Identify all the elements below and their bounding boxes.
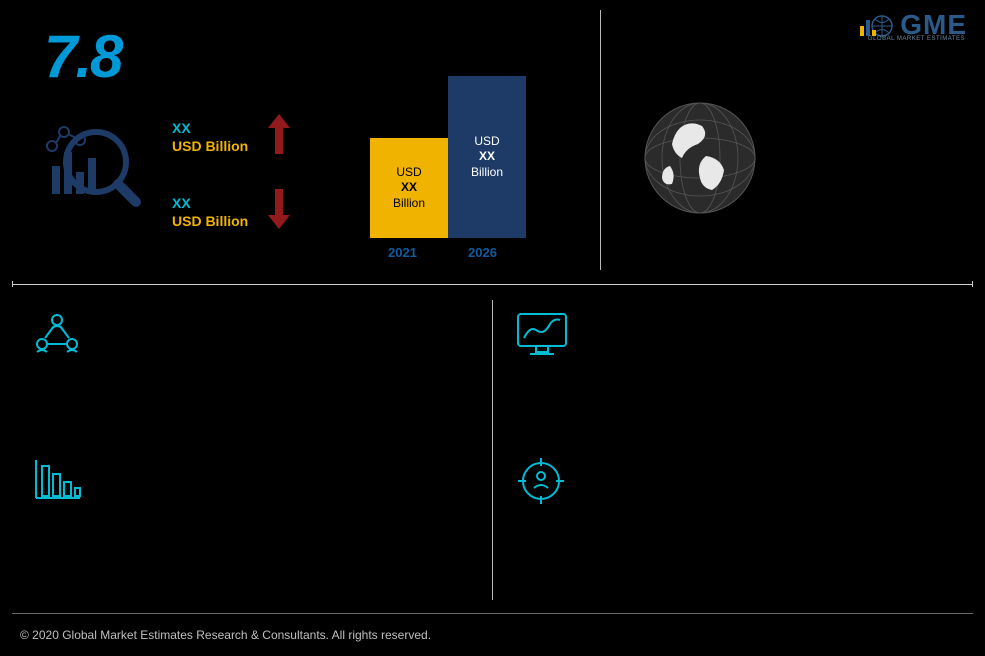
cagr-value: 7.8 (44, 22, 121, 91)
bar1-value: XX (401, 180, 417, 194)
bar1-line3: Billion (393, 196, 425, 210)
low-unit: USD Billion (172, 213, 248, 229)
year-2026: 2026 (468, 245, 497, 260)
arrow-up-icon (266, 112, 292, 161)
footer-rule (12, 613, 973, 614)
bar1-line1: USD (396, 165, 421, 179)
bar2-line1: USD (474, 134, 499, 148)
low-row: XX USD Billion (172, 187, 352, 236)
players-cell (32, 312, 82, 363)
people-network-icon (32, 312, 82, 363)
high-row: XX USD Billion (172, 112, 352, 161)
analytics-search-icon (42, 116, 142, 221)
high-low-block: XX USD Billion XX USD Billion (172, 112, 352, 262)
bar-2026: USD XX Billion (448, 76, 526, 238)
globe-icon (640, 98, 760, 223)
top-vertical-separator (600, 10, 601, 270)
low-xx: XX (172, 195, 248, 211)
bar-2021: USD XX Billion (370, 138, 448, 238)
monitor-trend-icon (516, 312, 568, 363)
logo-subtitle: GLOBAL MARKET ESTIMATES (868, 36, 965, 42)
high-xx: XX (172, 120, 248, 136)
arrow-down-icon (266, 187, 292, 236)
bar2-line3: Billion (471, 165, 503, 179)
copyright-text: © 2020 Global Market Estimates Research … (20, 628, 431, 642)
mid-horizontal-separator (12, 284, 973, 285)
segment-cell (32, 456, 82, 507)
lower-vertical-separator (492, 300, 493, 600)
infographic-canvas: GME GLOBAL MARKET ESTIMATES 7.8 XX USD B… (0, 0, 985, 656)
high-unit: USD Billion (172, 138, 248, 154)
region-cell (516, 456, 566, 511)
target-person-icon (516, 456, 566, 511)
bar-chart-icon (32, 456, 82, 507)
bar2-value: XX (479, 149, 495, 163)
bars-group: USD XX Billion USD XX Billion (370, 76, 526, 238)
market-size-barchart: USD XX Billion USD XX Billion 2021 2026 (370, 90, 550, 260)
year-2021: 2021 (388, 245, 417, 260)
trending-cell (516, 312, 568, 363)
